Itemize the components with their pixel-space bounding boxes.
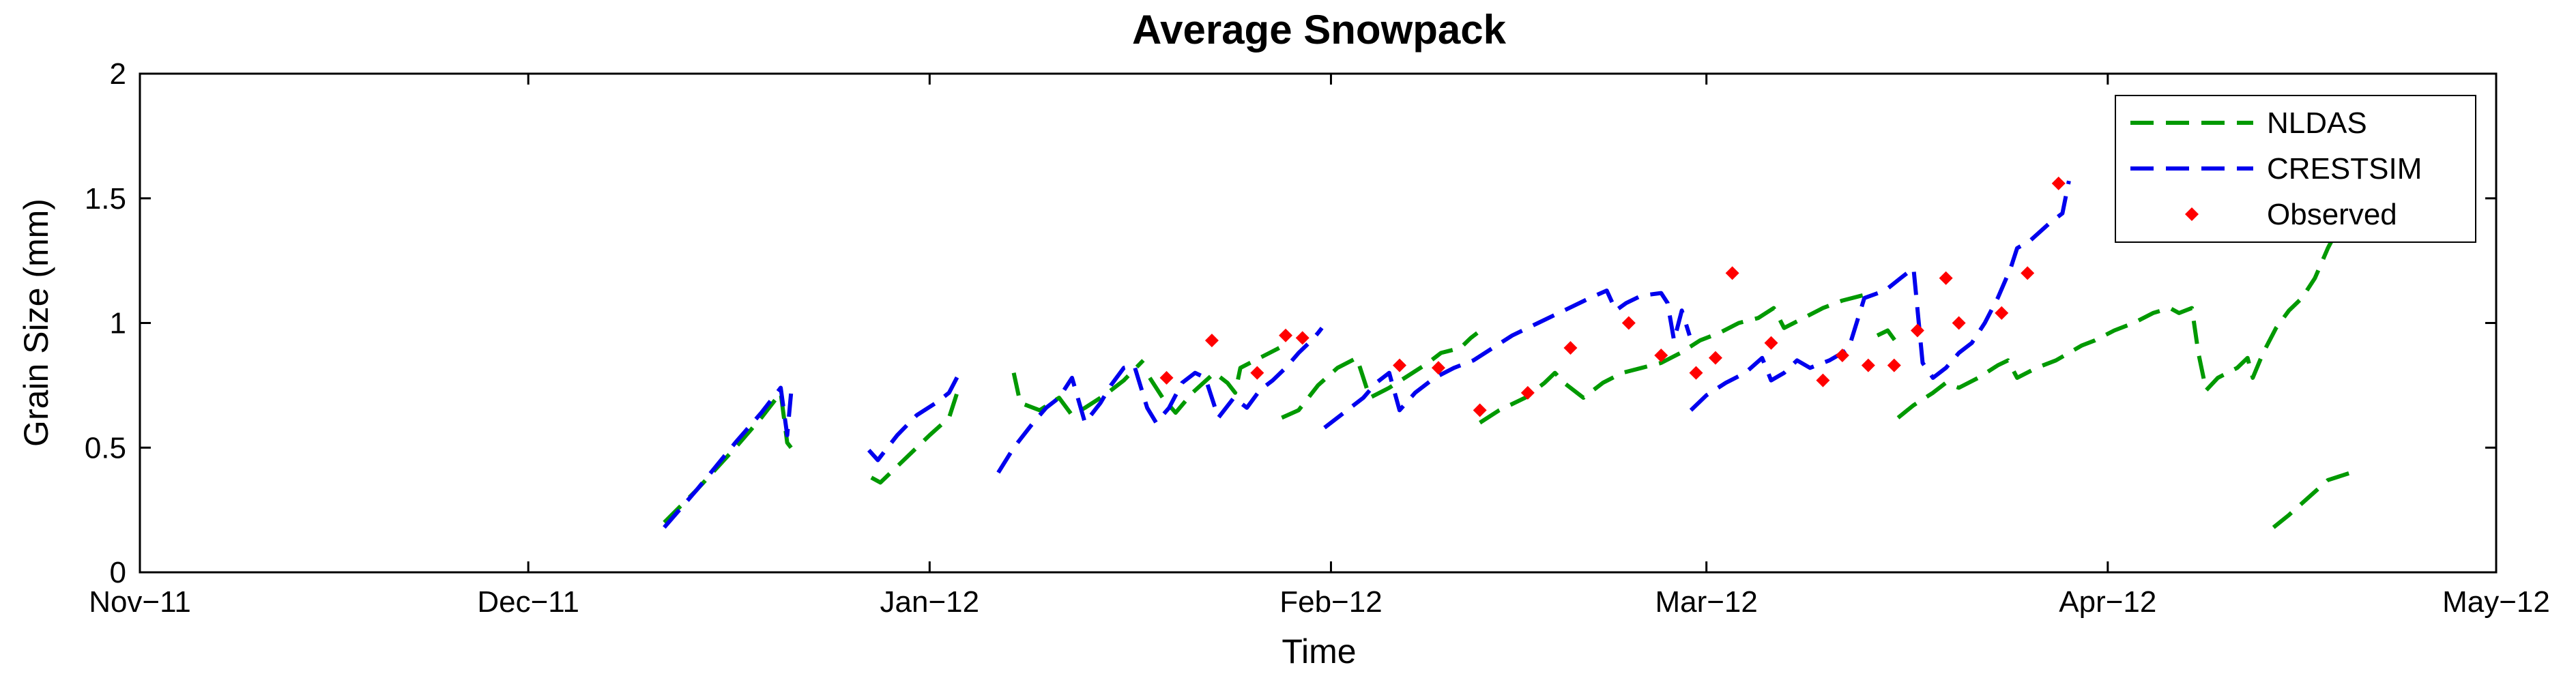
observed-point: [1473, 403, 1487, 417]
observed-point: [1861, 358, 1875, 372]
x-tick-label: Feb−12: [1279, 585, 1382, 619]
observed-points: [1159, 176, 2066, 417]
y-tick-label: 0.5: [85, 431, 126, 465]
observed-point: [1887, 358, 1901, 372]
observed-point: [1654, 349, 1668, 363]
observed-point: [1520, 385, 1535, 400]
x-tick-label: Dec−11: [477, 585, 579, 619]
nldas-series-line: [2272, 470, 2352, 529]
y-axis-label: Grain Size (mm): [17, 199, 55, 447]
crestsim-series-line: [996, 326, 1324, 474]
nldas-series-line: [1281, 331, 1479, 420]
observed-point: [1563, 341, 1578, 355]
observed-point: [1708, 351, 1722, 365]
y-tick-label: 1: [110, 307, 126, 340]
crestsim-series-line: [1323, 289, 1692, 430]
nldas-series-line: [1011, 359, 1145, 417]
observed-point: [1159, 370, 1174, 385]
y-tick-label: 2: [110, 57, 126, 91]
crestsim-series-line: [1689, 180, 2071, 412]
nldas-series-line: [1876, 328, 1899, 344]
plot-area: [139, 72, 2498, 574]
x-tick-label: Jan−12: [880, 585, 980, 619]
legend-nldas-label: NLDAS: [2267, 106, 2367, 140]
observed-point: [1621, 316, 1636, 330]
series-layer: [663, 180, 2353, 529]
crestsim-series-line: [867, 372, 961, 462]
observed-point: [1204, 334, 1219, 348]
crestsim-series-line: [663, 385, 794, 529]
observed-point: [1764, 336, 1778, 350]
x-tick-label: Nov−11: [89, 585, 191, 619]
observed-point: [1393, 358, 1407, 372]
observed-point: [2021, 266, 2035, 280]
observed-point: [1725, 266, 1739, 280]
observed-point: [1910, 323, 1924, 338]
nldas-series-line: [870, 385, 961, 485]
y-tick-label: 1.5: [85, 182, 126, 216]
legend-observed-label: Observed: [2267, 198, 2397, 231]
x-tick-label: Apr−12: [2059, 585, 2156, 619]
observed-point: [1995, 306, 2009, 320]
y-tick-label: 0: [110, 556, 126, 589]
x-axis-label: Time: [1282, 632, 1356, 671]
nldas-series-line: [1479, 291, 1875, 425]
x-tick-label: May−12: [2442, 585, 2550, 619]
legend-crestsim-label: CRESTSIM: [2267, 152, 2422, 186]
nldas-series-line: [1896, 209, 2353, 420]
x-tick-label: Mar−12: [1655, 585, 1757, 619]
observed-point: [1816, 373, 1830, 387]
legend: NLDAS CRESTSIM Observed: [2115, 95, 2476, 243]
observed-point: [1295, 331, 1309, 345]
observed-point: [1689, 366, 1703, 380]
observed-point: [1835, 349, 1849, 363]
observed-point: [1279, 328, 1293, 342]
chart-title: Average Snowpack: [1132, 7, 1507, 53]
observed-point: [2051, 176, 2066, 190]
legend-observed-swatch: [2185, 207, 2199, 221]
observed-point: [1952, 316, 1966, 330]
observed-point: [1250, 366, 1264, 380]
observed-point: [1431, 361, 1445, 375]
axis-ticks: Nov−11 Dec−11 Jan−12 Feb−12 Mar−12 Apr−12 May−…: [85, 57, 2550, 619]
observed-point: [1939, 271, 1953, 285]
nldas-series-line: [1148, 346, 1280, 415]
